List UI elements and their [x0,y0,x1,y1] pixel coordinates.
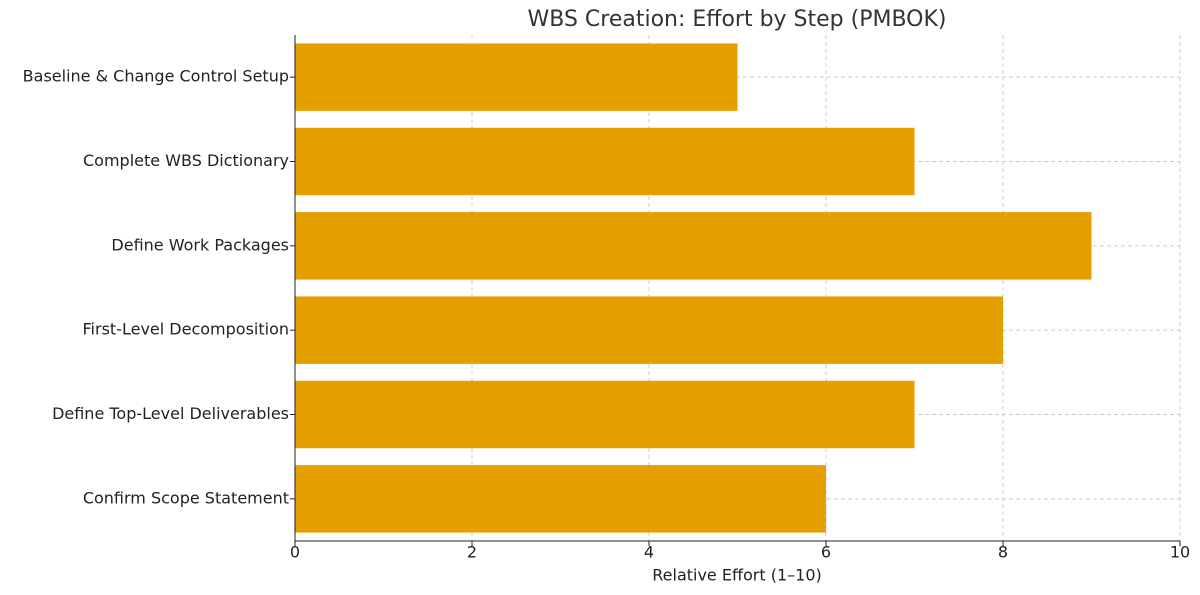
bar [295,212,1092,280]
bar [295,43,738,111]
x-tick-label: 4 [644,543,654,562]
bar [295,465,826,533]
y-tick-label: Define Work Packages [111,235,289,254]
x-tick-label: 2 [467,543,477,562]
y-tick-label: Baseline & Change Control Setup [23,67,289,86]
x-tick-label: 8 [998,543,1008,562]
y-tick-label: Confirm Scope Statement [83,488,289,507]
bar [295,127,915,196]
x-tick-label: 0 [290,543,300,562]
chart-title: WBS Creation: Effort by Step (PMBOK) [527,7,946,32]
x-axis-label: Relative Effort (1–10) [652,566,822,585]
bar [295,380,915,449]
x-tick-label: 6 [821,543,831,562]
bar [295,296,1003,364]
x-tick-label: 10 [1170,543,1190,562]
y-tick-label: Define Top-Level Deliverables [52,404,289,423]
y-tick-label: Complete WBS Dictionary [83,151,289,170]
y-tick-label: First-Level Decomposition [83,320,289,339]
